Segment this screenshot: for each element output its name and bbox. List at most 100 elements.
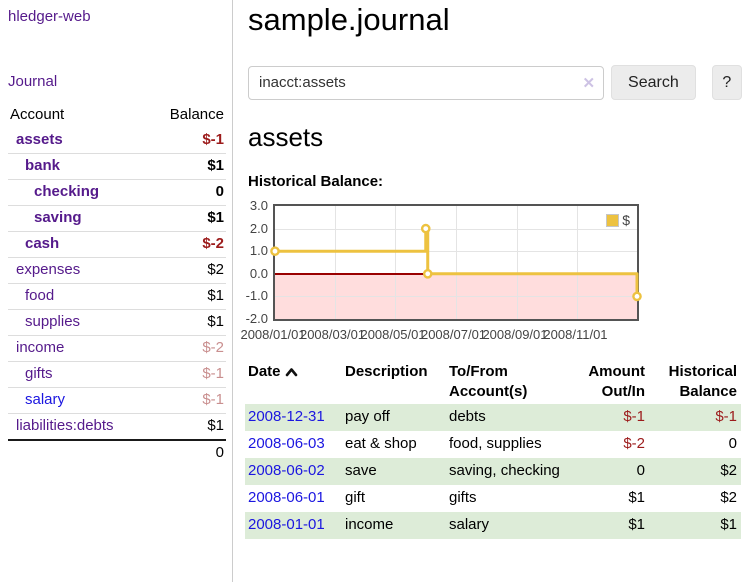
tx-date-link[interactable]: 2008-06-01 xyxy=(248,489,325,506)
chart-title: Historical Balance: xyxy=(248,173,384,190)
sidebar-account-row: supplies $1 xyxy=(8,309,226,336)
register-header-date[interactable]: Date xyxy=(245,360,342,404)
y-tick-label: 1.0 xyxy=(249,243,268,259)
account-balance: $-1 xyxy=(149,361,226,388)
tx-balance: $-1 xyxy=(649,404,741,431)
sidebar-account-row: liabilities:debts $1 xyxy=(8,413,226,440)
tx-amount: $1 xyxy=(575,512,649,539)
y-tick-label: 0.0 xyxy=(249,265,268,281)
sidebar-account-row: cash $-2 xyxy=(8,231,226,258)
tx-description: gift xyxy=(345,489,366,506)
search-input[interactable] xyxy=(248,65,605,100)
register-row: 2008-06-01 gift gifts $1 $2 xyxy=(245,485,741,512)
sidebar: hledger-web Journal Account Balance asse… xyxy=(0,0,233,582)
x-tick-label: 2008/01/01 xyxy=(240,327,306,342)
register-table: Date Description To/From Account(s) Amou… xyxy=(245,360,741,539)
register-header-description: Description xyxy=(345,363,428,380)
tx-balance: $1 xyxy=(649,512,741,539)
chart-plot-area: $ xyxy=(270,204,642,321)
x-gridline xyxy=(517,206,518,319)
tx-amount: $1 xyxy=(628,489,645,506)
sidebar-item-journal[interactable]: Journal xyxy=(8,73,58,90)
y-tick-label: 2.0 xyxy=(249,220,268,236)
tx-balance: 0 xyxy=(728,435,737,452)
account-link-checking[interactable]: checking xyxy=(34,183,100,200)
y-tick-label: -2.0 xyxy=(245,311,268,326)
sidebar-account-row: food $1 xyxy=(8,283,226,310)
tx-description: income xyxy=(342,512,446,539)
account-link-assets[interactable]: assets xyxy=(16,131,63,148)
balance-chart: $ 3.0 2.0 1.0 0.0 -1.0 -2.0 2008/01/01 2008/03/… xyxy=(240,198,642,342)
account-link-bank[interactable]: bank xyxy=(25,157,61,174)
accounts-total-row: 0 xyxy=(8,439,226,466)
register-row: 2008-12-31 pay off debts $-1 $-1 xyxy=(245,404,741,431)
account-link-supplies[interactable]: supplies xyxy=(25,313,81,330)
y-gridline xyxy=(275,296,637,297)
chart-legend: $ xyxy=(604,211,632,229)
account-balance: $-1 xyxy=(202,131,224,148)
sidebar-account-row: gifts $-1 xyxy=(8,361,226,388)
main-content: sample.journal ✕ Search ? assets Histori… xyxy=(240,0,742,582)
account-balance: $1 xyxy=(149,309,226,336)
tx-date-link[interactable]: 2008-06-02 xyxy=(248,462,325,479)
account-balance: 0 xyxy=(149,179,226,206)
sort-asc-icon xyxy=(285,363,298,383)
account-link-cash[interactable]: cash xyxy=(25,235,60,252)
sidebar-account-row: checking 0 xyxy=(8,179,226,206)
legend-label: $ xyxy=(622,212,630,228)
tx-date-link[interactable]: 2008-12-31 xyxy=(248,408,325,425)
balance-line xyxy=(275,227,639,297)
register-header-accounts: To/From Account(s) xyxy=(449,363,528,400)
account-link-salary[interactable]: salary xyxy=(25,391,66,408)
tx-description: eat & shop xyxy=(345,435,417,452)
chart-plot-inner xyxy=(270,206,642,319)
account-balance: $-2 xyxy=(149,335,226,362)
account-balance: $1 xyxy=(149,205,226,232)
x-tick-label: 2008/07/01 xyxy=(420,327,487,342)
page-title: sample.journal xyxy=(248,2,450,37)
sidebar-account-row: income $-2 xyxy=(8,335,226,362)
account-link-liabilities-debts[interactable]: liabilities:debts xyxy=(16,417,114,434)
search-form: ✕ Search ? xyxy=(248,65,742,100)
register-header-row: Date Description To/From Account(s) Amou… xyxy=(245,360,741,404)
account-balance: $2 xyxy=(149,257,226,284)
account-balance: $-2 xyxy=(149,231,226,258)
tx-accounts: saving, checking xyxy=(446,458,575,485)
balance-line-svg xyxy=(270,223,642,302)
y-gridline xyxy=(275,251,637,252)
account-link-food[interactable]: food xyxy=(25,287,55,304)
data-point-marker xyxy=(420,223,431,234)
account-link-income[interactable]: income xyxy=(16,339,65,356)
tx-accounts: food, supplies xyxy=(449,435,542,452)
account-link-expenses[interactable]: expenses xyxy=(16,261,81,278)
account-balance: $1 xyxy=(149,153,226,180)
tx-accounts: debts xyxy=(446,404,575,431)
x-gridline xyxy=(395,206,396,319)
clear-search-icon[interactable]: ✕ xyxy=(582,74,596,92)
tx-date-link[interactable]: 2008-01-01 xyxy=(248,516,325,533)
y-tick-label: 3.0 xyxy=(249,198,268,213)
account-balance: $1 xyxy=(149,283,226,310)
tx-date-link[interactable]: 2008-06-03 xyxy=(248,435,325,452)
x-tick-label: 2008/11/01 xyxy=(543,327,608,342)
search-input-wrap: ✕ xyxy=(248,65,605,100)
legend-swatch-icon xyxy=(606,213,620,227)
y-gridline xyxy=(275,229,637,230)
tx-description: pay off xyxy=(342,404,446,431)
sidebar-account-row: bank $1 xyxy=(8,153,226,180)
account-link-saving[interactable]: saving xyxy=(34,209,82,226)
help-button[interactable]: ? xyxy=(711,65,742,100)
account-heading: assets xyxy=(248,122,324,152)
x-tick-label: 2008/05/01 xyxy=(360,327,426,342)
account-link-gifts[interactable]: gifts xyxy=(25,365,53,382)
search-button[interactable]: Search xyxy=(611,65,696,100)
accounts-header-balance: Balance xyxy=(169,106,224,123)
tx-amount: $-2 xyxy=(623,435,645,452)
register-header-balance: Historical Balance xyxy=(668,363,737,400)
sidebar-account-row: assets $-1 xyxy=(8,128,226,154)
y-tick-label: -1.0 xyxy=(245,288,268,304)
x-gridline xyxy=(456,206,457,319)
tx-accounts: gifts xyxy=(449,489,477,506)
app-title-link[interactable]: hledger-web xyxy=(8,8,91,25)
